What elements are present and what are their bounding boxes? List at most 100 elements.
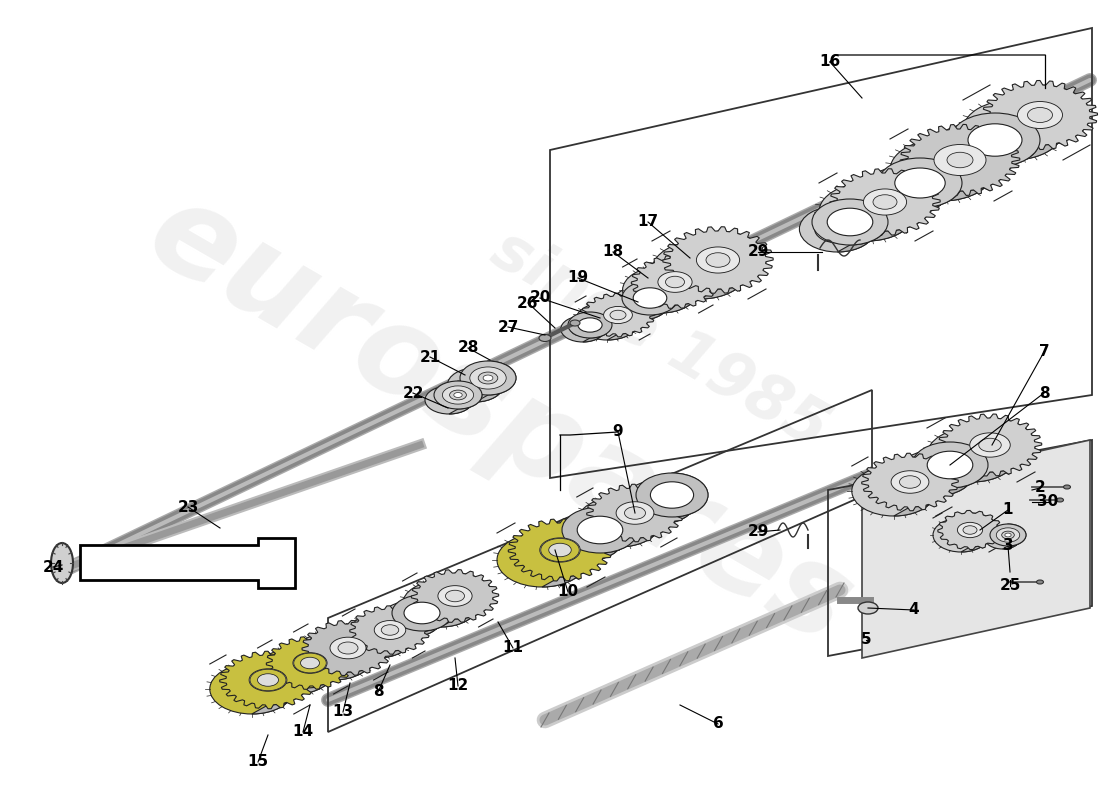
Polygon shape <box>296 640 348 694</box>
Polygon shape <box>938 414 1042 476</box>
Text: 22: 22 <box>403 386 424 401</box>
Ellipse shape <box>541 538 580 562</box>
Ellipse shape <box>634 288 667 308</box>
Ellipse shape <box>294 653 327 673</box>
Text: 3: 3 <box>1003 538 1013 554</box>
Text: 18: 18 <box>603 245 624 259</box>
Text: 8: 8 <box>1038 386 1049 401</box>
Polygon shape <box>475 361 516 402</box>
Ellipse shape <box>970 433 1010 457</box>
Text: 21: 21 <box>419 350 441 365</box>
Ellipse shape <box>913 459 958 486</box>
Ellipse shape <box>878 158 962 208</box>
Polygon shape <box>867 173 933 241</box>
Ellipse shape <box>624 480 695 524</box>
Text: 8: 8 <box>373 685 383 699</box>
Text: 7: 7 <box>1038 345 1049 359</box>
Ellipse shape <box>454 393 462 398</box>
Ellipse shape <box>257 648 333 694</box>
Ellipse shape <box>990 524 1026 546</box>
Ellipse shape <box>864 166 947 216</box>
Ellipse shape <box>540 538 581 562</box>
Polygon shape <box>350 606 430 654</box>
Text: 9: 9 <box>613 425 624 439</box>
Text: since 1985: since 1985 <box>481 219 839 461</box>
Ellipse shape <box>968 124 1022 156</box>
Polygon shape <box>700 231 766 299</box>
Polygon shape <box>411 570 498 622</box>
Ellipse shape <box>624 293 658 313</box>
Ellipse shape <box>621 281 678 315</box>
Ellipse shape <box>438 586 472 606</box>
Ellipse shape <box>425 386 473 414</box>
Polygon shape <box>449 381 482 414</box>
Polygon shape <box>631 256 718 308</box>
Polygon shape <box>619 488 676 547</box>
Ellipse shape <box>450 390 466 400</box>
Ellipse shape <box>950 134 1004 166</box>
Polygon shape <box>585 507 638 561</box>
Ellipse shape <box>448 368 504 402</box>
Ellipse shape <box>898 450 974 496</box>
Polygon shape <box>982 81 1098 150</box>
Polygon shape <box>861 454 958 510</box>
Polygon shape <box>961 513 998 552</box>
Ellipse shape <box>382 625 398 635</box>
Polygon shape <box>581 293 654 337</box>
Ellipse shape <box>404 602 440 624</box>
Ellipse shape <box>1018 102 1063 129</box>
Polygon shape <box>659 473 708 524</box>
Ellipse shape <box>997 528 1020 542</box>
Text: 27: 27 <box>497 319 519 334</box>
Ellipse shape <box>933 518 989 552</box>
Polygon shape <box>661 259 713 313</box>
Polygon shape <box>266 637 354 690</box>
Ellipse shape <box>984 527 1021 549</box>
Polygon shape <box>837 199 888 252</box>
Polygon shape <box>220 651 317 709</box>
Ellipse shape <box>912 442 988 488</box>
Ellipse shape <box>293 653 327 674</box>
Text: 12: 12 <box>448 678 469 694</box>
Ellipse shape <box>947 152 974 168</box>
Ellipse shape <box>549 543 571 557</box>
Polygon shape <box>977 113 1040 177</box>
Text: 29: 29 <box>747 525 769 539</box>
Ellipse shape <box>250 670 286 690</box>
Ellipse shape <box>446 590 464 602</box>
Ellipse shape <box>864 189 906 215</box>
Ellipse shape <box>962 526 977 534</box>
Text: 6: 6 <box>713 717 724 731</box>
Polygon shape <box>542 523 605 587</box>
Text: 16: 16 <box>820 54 840 70</box>
Ellipse shape <box>616 502 653 524</box>
Ellipse shape <box>478 372 498 384</box>
Ellipse shape <box>300 658 319 669</box>
Polygon shape <box>905 158 961 216</box>
Polygon shape <box>862 440 1090 658</box>
Ellipse shape <box>539 334 551 342</box>
Polygon shape <box>586 484 683 542</box>
Ellipse shape <box>483 375 493 381</box>
Ellipse shape <box>392 595 452 631</box>
Ellipse shape <box>497 533 587 587</box>
Polygon shape <box>302 621 394 675</box>
Text: 13: 13 <box>332 705 353 719</box>
Text: 29: 29 <box>747 245 769 259</box>
Ellipse shape <box>638 489 681 515</box>
Text: 15: 15 <box>248 754 268 770</box>
Polygon shape <box>829 169 940 235</box>
Ellipse shape <box>650 482 694 508</box>
Ellipse shape <box>927 428 1018 482</box>
Ellipse shape <box>812 199 888 245</box>
Ellipse shape <box>820 183 915 241</box>
Polygon shape <box>641 281 678 320</box>
Ellipse shape <box>330 637 366 659</box>
Ellipse shape <box>950 113 1040 167</box>
Ellipse shape <box>210 664 294 714</box>
Polygon shape <box>938 510 1002 550</box>
Ellipse shape <box>442 386 474 404</box>
Ellipse shape <box>900 476 921 488</box>
Ellipse shape <box>568 312 612 338</box>
Polygon shape <box>942 129 1012 201</box>
